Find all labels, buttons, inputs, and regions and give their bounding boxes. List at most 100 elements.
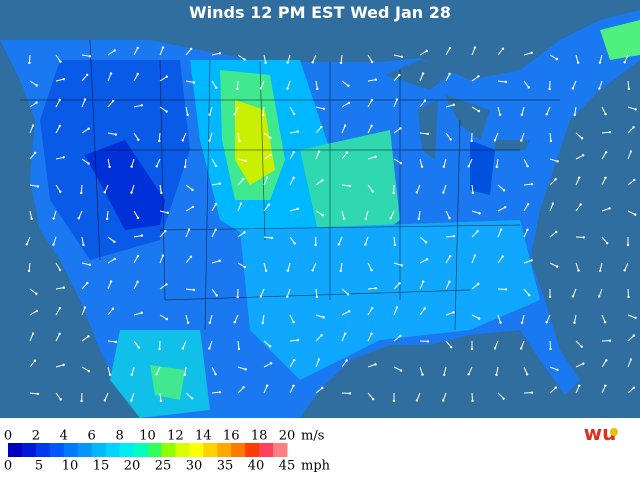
wind-arrow (289, 339, 299, 342)
wind-arrow-head (87, 335, 90, 338)
wind-arrow-head (442, 191, 445, 194)
wind-arrow-head (629, 150, 633, 153)
wind-arrow (471, 47, 476, 56)
wind-arrow-head (473, 254, 477, 257)
wind-arrow (601, 236, 608, 244)
color-swatch (119, 443, 135, 457)
wind-arrow-head (322, 316, 325, 319)
wind-arrow-head (504, 288, 508, 291)
wind-arrow-head (498, 113, 502, 116)
wind-arrow (520, 132, 525, 141)
wind-arrow (471, 75, 479, 82)
wind-arrow (237, 178, 244, 186)
wind-arrow-head (467, 165, 470, 168)
wind-arrow (53, 210, 57, 219)
wind-arrow-head (155, 373, 158, 376)
wind-arrow (237, 54, 245, 60)
wind-arrow (445, 73, 451, 82)
wind-arrow-head (264, 61, 267, 65)
color-swatch (77, 443, 93, 457)
wind-arrow-head (549, 139, 553, 143)
wind-arrow (497, 80, 507, 83)
wind-arrow-head (421, 72, 425, 75)
mph-tick-label: 30 (186, 459, 203, 474)
wind-arrow (159, 76, 167, 82)
wind-arrow-head (58, 98, 61, 102)
wind-arrow (445, 281, 450, 290)
wind-arrow (393, 158, 402, 164)
wind-arrow-head (520, 321, 524, 324)
windy-region (150, 365, 185, 400)
wind-arrow (315, 126, 322, 134)
wind-arrow (107, 308, 114, 316)
wind-arrow (416, 184, 421, 193)
wind-arrow (315, 210, 324, 216)
wind-arrow (287, 80, 291, 89)
wind-arrow-head (214, 372, 217, 376)
wind-arrow (81, 366, 90, 372)
wind-arrow-head (426, 132, 430, 136)
wind-arrow (497, 256, 504, 264)
wind-arrow (419, 308, 426, 316)
wind-arrow (81, 236, 84, 245)
wind-arrow-head (395, 98, 399, 101)
wind-arrow (549, 366, 558, 371)
wind-arrow-head (527, 293, 531, 297)
wind-arrow-head (389, 217, 392, 220)
wind-arrow-head (556, 368, 559, 372)
wind-arrow (497, 48, 504, 56)
wind-arrow (471, 106, 480, 112)
wind-arrow (341, 360, 348, 368)
wind-arrow (549, 132, 552, 142)
wind-arrow (262, 106, 265, 116)
wind-arrow (598, 288, 603, 297)
wind-arrow-head (604, 176, 607, 179)
wind-arrow-head (580, 345, 583, 348)
wind-arrow (159, 314, 168, 320)
wind-arrow-head (545, 113, 548, 116)
wind-arrow (159, 255, 164, 264)
wind-arrow (419, 158, 423, 167)
wind-arrow-head (236, 295, 239, 299)
wind-arrow-head (130, 165, 133, 168)
wind-arrow (494, 340, 499, 349)
wind-arrow (494, 132, 499, 141)
wind-arrow-head (347, 310, 351, 313)
wind-arrow (107, 258, 116, 264)
wind-arrow-head (317, 358, 321, 361)
wind-arrow (237, 132, 240, 141)
wind-arrow-head (236, 87, 239, 91)
wind-arrow-head (85, 73, 89, 77)
wind-arrow (55, 307, 61, 316)
wind-arrow-head (339, 61, 343, 65)
wind-arrow (497, 392, 505, 399)
wind-arrow-head (31, 124, 35, 127)
wind-arrow-head (296, 207, 299, 211)
color-swatch (189, 443, 204, 457)
wind-arrow-head (261, 113, 265, 117)
wind-arrow (237, 203, 242, 212)
wind-arrow (497, 184, 505, 191)
wind-arrow (263, 132, 271, 139)
wind-arrow (55, 184, 61, 193)
wind-arrow (133, 340, 140, 348)
wind-arrow (574, 106, 577, 115)
map-title: Winds 12 PM EST Wed Jan 28 (189, 3, 451, 22)
wind-arrow-head (218, 52, 222, 55)
wind-arrow-head (502, 189, 506, 192)
wind-arrow-head (322, 107, 325, 111)
wind-arrow (55, 392, 62, 400)
wind-arrow (575, 340, 583, 347)
wind-arrow-head (52, 217, 55, 220)
wind-arrow-head (364, 217, 368, 220)
wind-arrow-head (293, 242, 296, 245)
wind-arrow (471, 392, 474, 402)
wind-arrow (523, 288, 530, 296)
wind-arrow-head (190, 397, 194, 400)
wind-arrow-head (137, 138, 140, 141)
wind-arrow (29, 184, 38, 187)
wind-arrow-head (493, 139, 497, 142)
wind-arrow-head (52, 243, 55, 246)
wind-arrow-head (192, 81, 196, 84)
wind-arrow (367, 99, 373, 108)
